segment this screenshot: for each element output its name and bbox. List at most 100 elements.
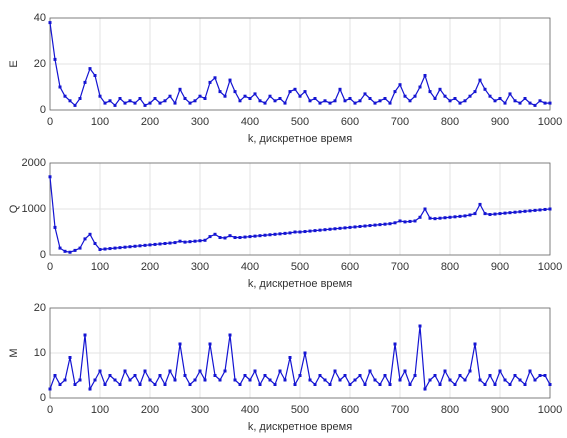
data-point [213,232,217,236]
data-point [68,356,72,359]
data-point [113,378,117,382]
data-point [108,374,112,377]
data-point [128,99,132,103]
x-tick-label: 900 [491,116,509,128]
data-point [298,230,302,234]
data-point [288,90,292,94]
data-point [468,213,472,217]
data-point [423,387,427,391]
x-tick-label: 900 [491,261,509,273]
data-point [178,239,182,243]
x-tick-label: 100 [91,404,109,416]
data-point [533,208,537,212]
data-point [468,369,472,373]
data-point [73,103,77,107]
x-tick-label: 500 [291,261,309,273]
x-tick-label: 300 [191,116,209,128]
data-point [113,103,117,107]
data-point [143,243,147,247]
data-point [493,383,497,386]
data-point [503,378,507,382]
data-point [453,97,457,100]
data-point [508,92,512,96]
data-point [333,99,337,103]
data-point [53,225,57,229]
data-point [153,383,157,386]
data-point [298,94,302,98]
data-point [138,383,142,386]
data-point [193,99,197,103]
data-point [248,235,252,239]
data-point [338,87,342,91]
data-point [313,229,317,233]
data-point [403,94,407,98]
data-point [158,101,162,105]
data-point [308,99,312,103]
axes-box [49,307,551,399]
data-point [223,94,227,98]
data-point [203,97,207,100]
y-tick-label: 20 [34,58,46,70]
data-point [323,378,327,382]
data-point [488,94,492,98]
data-point [468,94,472,98]
data-point [298,374,302,377]
data-point [103,247,107,251]
data-point [428,90,432,94]
data-point [73,383,77,386]
data-point [383,222,387,226]
data-point [423,207,427,211]
data-point [253,92,257,96]
data-point [93,74,97,77]
x-axis-label: k, дискретное время [248,133,352,145]
x-tick-label: 400 [241,116,259,128]
data-point [548,101,552,105]
data-point [353,378,357,382]
data-point [168,369,172,373]
data-point [258,383,262,386]
data-point [518,378,522,382]
data-point [518,210,522,214]
data-point [358,224,362,228]
data-point [338,378,342,382]
data-point [108,99,112,103]
data-point [363,224,367,228]
data-point [338,226,342,230]
data-point [83,80,87,84]
data-point [223,369,227,373]
data-point [113,246,117,250]
data-point [363,383,367,386]
data-point [463,214,467,218]
data-point [348,383,352,386]
data-point [408,383,412,386]
data-point [398,83,402,87]
data-point [528,369,532,373]
data-point [358,99,362,103]
data-point [208,80,212,84]
data-point [223,236,227,240]
data-point [418,85,422,89]
data-point [308,229,312,233]
data-point [158,242,162,246]
data-point [88,387,92,391]
data-point [133,101,137,105]
data-point [163,383,167,386]
data-point [178,342,182,346]
data-point [288,356,292,359]
data-point [293,230,297,234]
data-point [383,97,387,100]
data-point [243,374,247,377]
data-point [278,97,282,100]
data-point [543,207,547,211]
data-point [98,247,102,251]
data-point [458,101,462,105]
data-point [213,374,217,377]
x-tick-label: 500 [291,116,309,128]
data-point [238,236,242,240]
data-point [308,378,312,382]
x-tick-label: 200 [141,404,159,416]
data-point [403,220,407,224]
data-point [383,374,387,377]
